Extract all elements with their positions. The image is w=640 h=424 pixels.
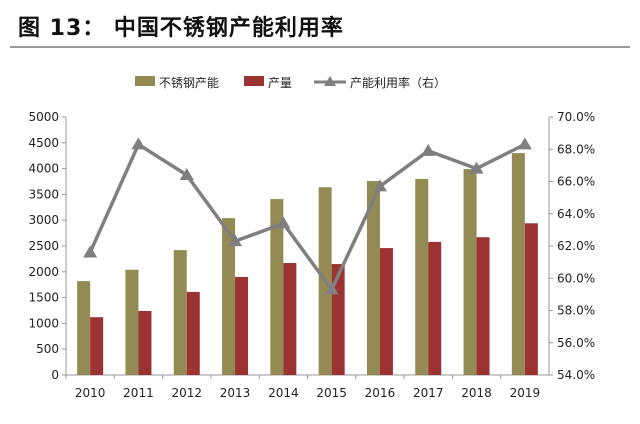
y-tick-label: 4500 (28, 136, 59, 150)
bar-production (331, 264, 345, 375)
bar-capacity (366, 180, 380, 375)
utilization-marker (131, 137, 146, 150)
x-tick-label: 2018 (461, 386, 492, 400)
y2-tick-label: 58.0% (557, 304, 595, 318)
y2-tick-label: 54.0% (557, 368, 595, 382)
utilization-marker (517, 137, 532, 150)
x-tick-label: 2016 (365, 386, 396, 400)
title-divider (10, 46, 630, 48)
utilization-marker (83, 245, 98, 258)
bar-production (235, 276, 249, 375)
legend-label: 不锈钢产能 (159, 76, 219, 90)
y2-tick-label: 68.0% (557, 142, 595, 156)
x-tick-label: 2011 (123, 386, 154, 400)
bar-production (90, 317, 104, 375)
bar-capacity (125, 269, 139, 375)
bar-production (524, 223, 538, 375)
x-tick-label: 2013 (220, 386, 251, 400)
y2-tick-label: 70.0% (557, 110, 595, 124)
utilization-marker (469, 161, 484, 174)
x-tick-label: 2015 (316, 386, 347, 400)
y-tick-label: 3500 (28, 187, 59, 201)
legend-swatch (244, 76, 264, 86)
bar-production (186, 291, 200, 375)
utilization-marker (372, 179, 387, 192)
legend-swatch (135, 76, 155, 86)
bar-capacity (173, 250, 187, 375)
utilization-marker (179, 168, 194, 181)
utilization-marker (276, 216, 291, 229)
bar-production (138, 311, 152, 375)
x-tick-label: 2014 (268, 386, 299, 400)
y-tick-label: 2500 (28, 239, 59, 253)
x-tick-label: 2019 (510, 386, 541, 400)
utilization-line (88, 141, 526, 293)
y-tick-label: 3000 (28, 213, 59, 227)
y-tick-label: 4000 (28, 162, 59, 176)
bar-capacity (77, 281, 91, 375)
y-tick-label: 2000 (28, 265, 59, 279)
x-tick-label: 2010 (75, 386, 106, 400)
y-tick-label: 1500 (28, 291, 59, 305)
utilization-marker (228, 234, 243, 247)
bar-capacity (463, 169, 477, 375)
bar-production (379, 248, 393, 375)
figure-title: 图 13： 中国不锈钢产能利用率 (18, 16, 344, 41)
y2-tick-label: 66.0% (557, 175, 595, 189)
y2-tick-label: 62.0% (557, 239, 595, 253)
bar-capacity (222, 218, 236, 375)
y2-tick-label: 56.0% (557, 336, 595, 350)
bar-production (428, 241, 442, 375)
utilization-marker (324, 282, 339, 295)
bar-production (476, 237, 490, 375)
utilization-marker (421, 143, 436, 156)
bar-capacity (511, 153, 525, 375)
legend-label: 产能利用率（右） (350, 75, 446, 90)
y-tick-label: 0 (51, 368, 59, 382)
y2-tick-label: 60.0% (557, 271, 595, 285)
x-tick-label: 2012 (171, 386, 202, 400)
bar-capacity (415, 178, 429, 375)
y-tick-label: 500 (36, 342, 59, 356)
x-tick-label: 2017 (413, 386, 444, 400)
legend-label: 产量 (268, 76, 292, 90)
y2-tick-label: 64.0% (557, 207, 595, 221)
legend-marker (324, 76, 336, 86)
bar-production (283, 263, 297, 375)
y-tick-label: 5000 (28, 110, 59, 124)
bar-capacity (270, 199, 284, 375)
y-tick-label: 1000 (28, 316, 59, 330)
